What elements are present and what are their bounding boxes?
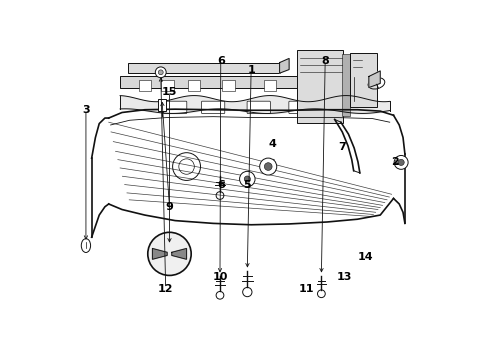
- Text: 9: 9: [166, 202, 173, 212]
- Bar: [336, 80, 348, 91]
- Bar: [188, 80, 200, 91]
- Bar: [139, 80, 151, 91]
- Bar: [158, 99, 166, 111]
- Bar: [297, 50, 343, 123]
- Text: 5: 5: [244, 180, 251, 190]
- Text: 2: 2: [392, 157, 399, 167]
- Text: 4: 4: [268, 139, 276, 149]
- Polygon shape: [280, 58, 289, 73]
- Text: 3: 3: [82, 105, 90, 115]
- Polygon shape: [152, 248, 167, 259]
- Text: 10: 10: [213, 273, 228, 283]
- Polygon shape: [369, 71, 380, 87]
- Bar: [128, 63, 280, 73]
- Text: 15: 15: [162, 87, 177, 97]
- Text: 13: 13: [337, 273, 352, 283]
- Bar: [306, 80, 318, 91]
- Text: 14: 14: [357, 252, 373, 262]
- FancyBboxPatch shape: [323, 101, 346, 113]
- Circle shape: [398, 159, 404, 166]
- Circle shape: [394, 156, 408, 169]
- Circle shape: [158, 70, 163, 75]
- Bar: [342, 54, 350, 116]
- Text: 11: 11: [298, 284, 314, 293]
- Circle shape: [264, 163, 272, 170]
- Circle shape: [244, 176, 250, 182]
- FancyBboxPatch shape: [247, 101, 270, 113]
- Text: 6: 6: [217, 56, 225, 66]
- FancyBboxPatch shape: [201, 101, 225, 113]
- Bar: [161, 80, 174, 91]
- Polygon shape: [172, 248, 187, 259]
- Text: 1: 1: [247, 64, 255, 75]
- Circle shape: [260, 158, 277, 175]
- Text: 6: 6: [217, 180, 225, 190]
- Bar: [350, 53, 377, 107]
- FancyBboxPatch shape: [120, 76, 369, 87]
- Text: 7: 7: [339, 142, 346, 152]
- Bar: [354, 77, 377, 104]
- Bar: [222, 80, 235, 91]
- Circle shape: [148, 232, 191, 275]
- Circle shape: [155, 67, 166, 78]
- FancyBboxPatch shape: [289, 101, 312, 113]
- Bar: [264, 80, 276, 91]
- Text: 8: 8: [321, 56, 329, 66]
- Text: 12: 12: [158, 284, 173, 293]
- FancyBboxPatch shape: [164, 101, 187, 113]
- Circle shape: [240, 171, 255, 187]
